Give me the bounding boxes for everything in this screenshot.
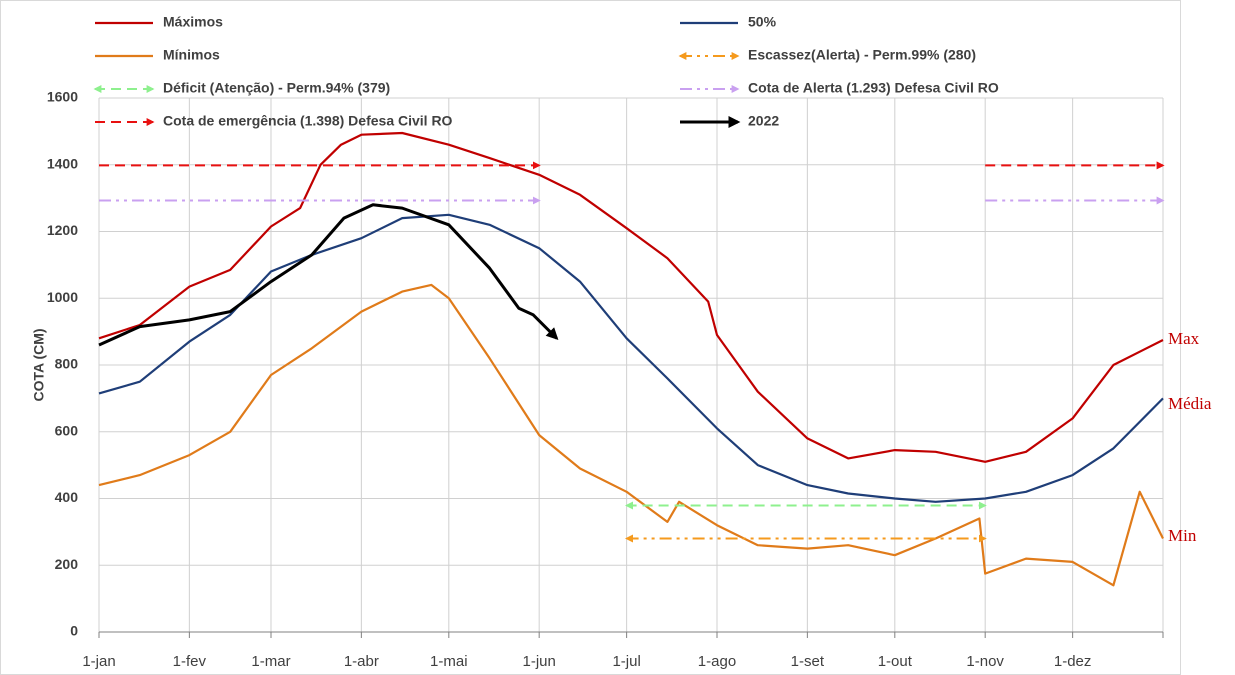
x-tick-label: 1-abr — [344, 653, 379, 670]
x-tick-label: 1-jul — [612, 653, 640, 670]
x-tick-label: 1-mar — [251, 653, 290, 670]
x-tick-label: 1-jun — [522, 653, 555, 670]
legend-label: Cota de emergência (1.398) Defesa Civil … — [163, 113, 453, 129]
annotation: Max — [1168, 329, 1200, 348]
y-tick-label: 800 — [55, 356, 79, 372]
annotation: Min — [1168, 526, 1197, 545]
x-tick-label: 1-dez — [1054, 653, 1092, 670]
x-tick-label: 1-mai — [430, 653, 468, 670]
annotation: Média — [1168, 394, 1212, 413]
x-tick-label: 1-fev — [173, 653, 207, 670]
y-tick-label: 1200 — [47, 222, 78, 238]
legend-label: Déficit (Atenção) - Perm.94% (379) — [163, 80, 390, 96]
legend-label: Máximos — [163, 14, 223, 30]
y-tick-label: 0 — [70, 623, 78, 639]
y-tick-label: 200 — [55, 556, 79, 572]
legend-label: Mínimos — [163, 47, 220, 63]
y-tick-label: 400 — [55, 489, 79, 505]
y-tick-label: 600 — [55, 422, 79, 438]
legend-label: Cota de Alerta (1.293) Defesa Civil RO — [748, 80, 999, 96]
legend-label: 2022 — [748, 113, 779, 129]
legend-label: 50% — [748, 14, 777, 30]
series-line — [98, 283, 1164, 587]
y-tick-label: 1600 — [47, 89, 78, 105]
x-tick-label: 1-set — [791, 653, 825, 670]
y-tick-label: 1400 — [47, 155, 78, 171]
x-tick-label: 1-ago — [698, 653, 736, 670]
series-line — [98, 131, 1164, 463]
chart-border — [0, 0, 1181, 675]
x-tick-label: 1-nov — [966, 653, 1004, 670]
series-line — [98, 203, 559, 347]
series-line — [98, 213, 1164, 503]
y-axis-label: COTA (CM) — [31, 328, 47, 401]
x-tick-label: 1-out — [878, 653, 913, 670]
y-tick-label: 1000 — [47, 289, 78, 305]
legend-label: Escassez(Alerta) - Perm.99% (280) — [748, 47, 976, 63]
x-tick-label: 1-jan — [82, 653, 115, 670]
